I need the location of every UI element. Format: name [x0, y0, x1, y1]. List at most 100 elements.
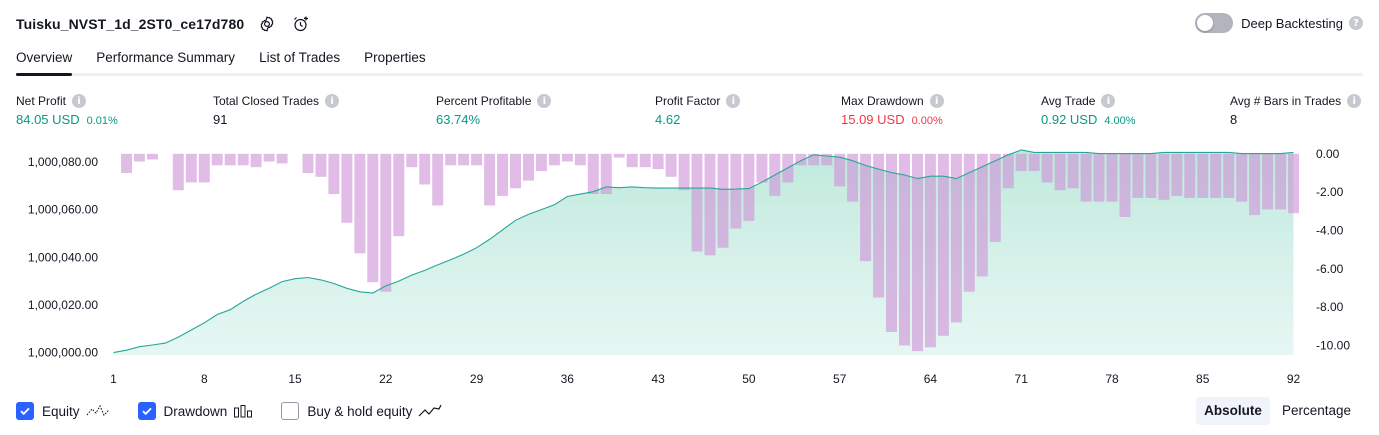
drawdown-bar — [1262, 153, 1274, 210]
info-icon[interactable]: i — [537, 94, 552, 108]
info-icon[interactable]: i — [726, 94, 741, 108]
drawdown-bar — [600, 153, 612, 194]
drawdown-bar — [639, 153, 651, 168]
metric-net-profit: Net Profit i 84.05 USD 0.01% — [16, 92, 118, 127]
legend-equity[interactable]: Equity — [16, 402, 110, 420]
x-tick-label: 50 — [742, 372, 756, 386]
x-tick-label: 8 — [201, 372, 208, 386]
drawdown-bar — [211, 153, 223, 166]
drawdown-bar — [185, 153, 197, 183]
drawdown-bar — [1093, 153, 1105, 202]
drawdown-bar — [678, 153, 690, 191]
tab-list-of-trades[interactable]: List of Trades — [259, 50, 341, 65]
drawdown-bar — [795, 153, 807, 166]
drawdown-bar — [146, 153, 158, 160]
y-left-tick-label: 1,000,080.00 — [28, 155, 98, 169]
drawdown-checkbox[interactable] — [137, 402, 156, 420]
drawdown-bar — [860, 153, 872, 262]
info-icon[interactable]: i — [1101, 94, 1116, 108]
drawdown-bar — [1041, 153, 1053, 183]
drawdown-bar — [912, 153, 923, 352]
equity-drawdown-chart[interactable]: 1,000,000.00 1,000,020.00 1,000,040.00 1,00… — [0, 140, 1379, 390]
drawdown-bar — [367, 153, 379, 283]
drawdown-bar — [1145, 153, 1157, 198]
metric-label: Percent Profitable — [436, 94, 532, 108]
y-left-tick-label: 1,000,060.00 — [28, 203, 98, 217]
drawdown-bar — [419, 153, 431, 185]
drawdown-bar — [950, 153, 962, 323]
metric-percent: 4.00% — [1104, 115, 1136, 127]
drawdown-bar — [224, 153, 236, 166]
add-alert-icon[interactable] — [290, 13, 312, 35]
metric-value: 4.62 — [655, 112, 681, 127]
drawdown-bar — [704, 153, 716, 256]
x-tick-label: 15 — [288, 372, 302, 386]
drawdown-bar — [963, 153, 975, 292]
drawdown-bar — [652, 153, 664, 170]
settings-icon[interactable] — [256, 13, 278, 35]
info-icon[interactable]: i — [72, 94, 87, 108]
drawdown-bar — [808, 153, 820, 166]
drawdown-bar — [691, 153, 703, 252]
buy-hold-checkbox[interactable] — [281, 402, 300, 420]
equity-checkbox[interactable] — [16, 402, 34, 420]
buy-hold-line-icon — [418, 404, 442, 418]
drawdown-bar — [1080, 153, 1092, 202]
equity-line — [113, 149, 1294, 354]
drawdown-bar — [976, 153, 988, 277]
x-tick-label: 22 — [379, 372, 393, 386]
chart-legend: Equity Drawdown Buy & hold equity — [16, 400, 470, 422]
metric-percent: 0.00% — [911, 115, 943, 127]
drawdown-bar — [341, 153, 353, 223]
drawdown-bar — [484, 153, 496, 206]
metric-total-closed-trades: Total Closed Trades i 91 — [213, 92, 340, 127]
drawdown-bar — [1184, 153, 1196, 198]
metric-value: 0.92 USD — [1041, 112, 1098, 127]
legend-drawdown[interactable]: Drawdown — [137, 402, 254, 420]
drawdown-bar — [510, 153, 521, 189]
x-tick-label: 85 — [1196, 372, 1210, 386]
y-left-tick-label: 1,000,000.00 — [28, 346, 98, 360]
drawdown-bar — [1223, 153, 1235, 198]
y-right-tick-label: -6.00 — [1316, 262, 1344, 276]
x-tick-label: 43 — [651, 372, 665, 386]
info-icon[interactable]: ? — [1349, 16, 1363, 30]
drawdown-bar — [886, 153, 897, 332]
metric-label: Net Profit — [16, 94, 67, 108]
drawdown-bar — [587, 153, 599, 194]
drawdown-bar — [561, 153, 573, 162]
drawdown-bar — [743, 153, 755, 221]
deep-backtesting-toggle[interactable] — [1195, 13, 1234, 33]
drawdown-bar — [1132, 153, 1144, 198]
drawdown-bar — [821, 153, 833, 166]
metric-avg-bars: Avg # Bars in Trades i 8 — [1230, 92, 1362, 127]
x-tick-label: 36 — [561, 372, 575, 386]
x-tick-label: 71 — [1015, 372, 1029, 386]
metrics-row: Net Profit i 84.05 USD 0.01% Total Closed … — [0, 92, 1379, 132]
absolute-button[interactable]: Absolute — [1196, 397, 1270, 425]
drawdown-bar — [730, 153, 742, 229]
info-icon[interactable]: i — [1347, 94, 1362, 108]
drawdown-bar — [315, 153, 327, 177]
drawdown-bar — [263, 153, 275, 162]
drawdown-bar — [1015, 153, 1027, 171]
metric-label: Avg Trade — [1041, 94, 1096, 108]
drawdown-bar — [471, 153, 483, 166]
x-tick-label: 1 — [110, 372, 117, 386]
tab-overview[interactable]: Overview — [16, 44, 73, 76]
metric-percent-profitable: Percent Profitable i 63.74% — [436, 92, 552, 127]
metric-value: 84.05 USD — [16, 112, 80, 127]
info-icon[interactable]: i — [325, 94, 340, 108]
drawdown-bar — [1054, 153, 1066, 191]
x-tick-label: 29 — [470, 372, 484, 386]
drawdown-bar — [665, 153, 677, 177]
drawdown-bar — [1275, 153, 1287, 210]
metric-max-drawdown: Max Drawdown i 15.09 USD 0.00% — [841, 92, 944, 127]
drawdown-bar — [574, 153, 586, 166]
info-icon[interactable]: i — [929, 94, 944, 108]
legend-buy-hold[interactable]: Buy & hold equity — [281, 402, 442, 420]
tab-performance-summary[interactable]: Performance Summary — [96, 50, 236, 65]
metric-value: 63.74% — [436, 112, 481, 127]
tab-properties[interactable]: Properties — [364, 50, 426, 65]
percentage-button[interactable]: Percentage — [1281, 403, 1351, 418]
